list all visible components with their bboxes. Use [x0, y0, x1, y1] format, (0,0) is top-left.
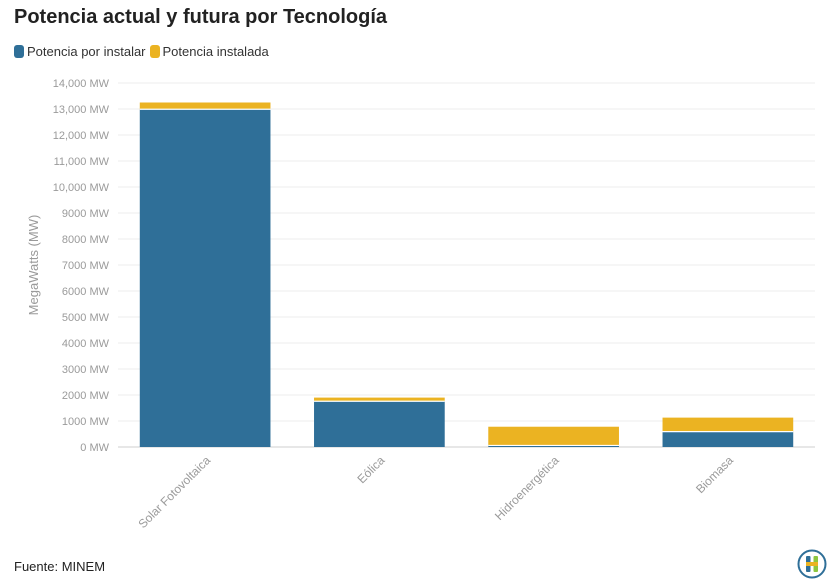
- y-tick-label: 3000 MW: [62, 364, 110, 376]
- y-tick-label: 6000 MW: [62, 286, 110, 298]
- bar-potencia-instalada: [488, 426, 619, 446]
- y-tick-label: 1000 MW: [62, 416, 110, 428]
- y-tick-label: 7000 MW: [62, 260, 110, 272]
- bar-potencia-por-instalar: [662, 431, 794, 447]
- bar-potencia-instalada: [314, 397, 445, 402]
- brand-logo-icon: [797, 549, 827, 579]
- source-note: Fuente: MINEM: [14, 559, 106, 574]
- y-tick-label: 0 MW: [80, 442, 109, 454]
- legend-label-potencia-por-instalar: Potencia por instalar: [27, 44, 146, 59]
- y-tick-label: 2000 MW: [62, 390, 110, 402]
- bar-potencia-por-instalar: [139, 109, 271, 447]
- y-tick-label: 12,000 MW: [53, 130, 110, 142]
- x-tick-label: Hidroenergética: [492, 453, 562, 523]
- chart-legend: Potencia por instalar Potencia instalada: [14, 44, 273, 59]
- y-tick-label: 9000 MW: [62, 208, 110, 220]
- bar-potencia-instalada: [662, 417, 794, 432]
- legend-item-potencia-por-instalar[interactable]: Potencia por instalar: [14, 44, 146, 59]
- x-tick-label: Solar Fotovoltaica: [135, 453, 213, 531]
- y-tick-label: 8000 MW: [62, 234, 110, 246]
- bar-potencia-por-instalar: [488, 445, 619, 447]
- x-tick-label: Biomasa: [693, 453, 736, 496]
- chart-title: Potencia actual y futura por Tecnología: [14, 6, 388, 28]
- x-tick-label: Eólica: [354, 453, 387, 486]
- y-tick-label: 11,000 MW: [54, 156, 110, 168]
- legend-item-potencia-instalada[interactable]: Potencia instalada: [149, 44, 269, 59]
- bar-potencia-por-instalar: [314, 401, 445, 447]
- y-tick-label: 10,000 MW: [53, 182, 110, 194]
- legend-swatch-potencia-por-instalar: [14, 45, 24, 58]
- y-tick-label: 13,000 MW: [53, 104, 110, 116]
- y-axis-label: MegaWatts (MW): [26, 215, 41, 316]
- y-tick-label: 14,000 MW: [53, 78, 110, 90]
- bar-potencia-instalada: [139, 102, 271, 110]
- legend-swatch-potencia-instalada: [149, 45, 160, 58]
- y-tick-label: 4000 MW: [62, 338, 110, 350]
- y-tick-label: 5000 MW: [62, 312, 110, 324]
- legend-label-potencia-instalada: Potencia instalada: [162, 44, 269, 59]
